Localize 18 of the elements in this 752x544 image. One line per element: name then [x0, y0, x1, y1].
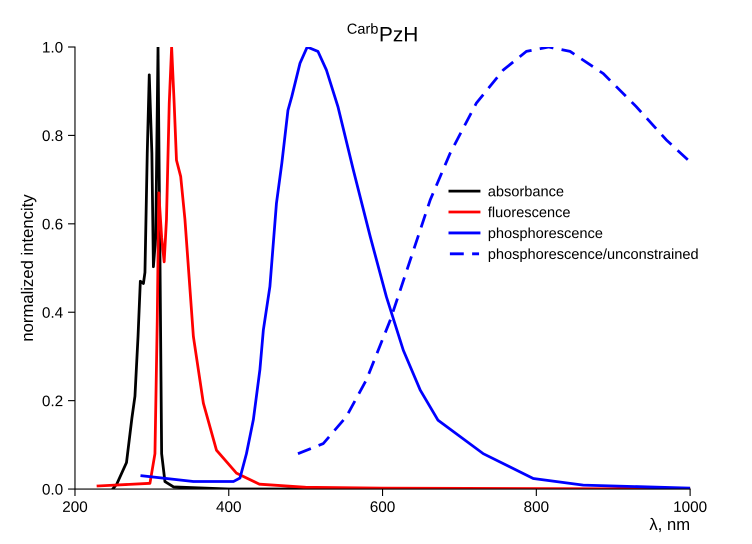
y-tick-label: 0.4: [42, 307, 63, 318]
legend-label: phosphorescence: [488, 227, 602, 242]
y-tick-label: 0.0: [42, 484, 63, 495]
chart-title: $^{Carb}$PzH: [348, 23, 417, 42]
y-tick-label: 0.8: [42, 130, 63, 142]
x-tick-label: 200: [63, 501, 88, 512]
x-tick-label: 400: [216, 501, 241, 512]
y-axis-title: normalized intencity: [20, 194, 36, 341]
legend-label: absorbance: [488, 186, 564, 196]
y-tick-label: 1.0: [43, 42, 63, 53]
x-axis-title: λ, nm: [649, 518, 690, 532]
x-tick-label: 600: [370, 501, 395, 512]
x-tick-label: 800: [524, 501, 548, 512]
x-tick-label: 1000: [674, 501, 707, 512]
legend-label: phosphorescence/unconstrained: [488, 248, 698, 262]
y-tick-label: 0.2: [42, 396, 62, 406]
y-tick-label: 0.6: [42, 218, 62, 230]
legend-label: fluorescence: [488, 206, 570, 218]
